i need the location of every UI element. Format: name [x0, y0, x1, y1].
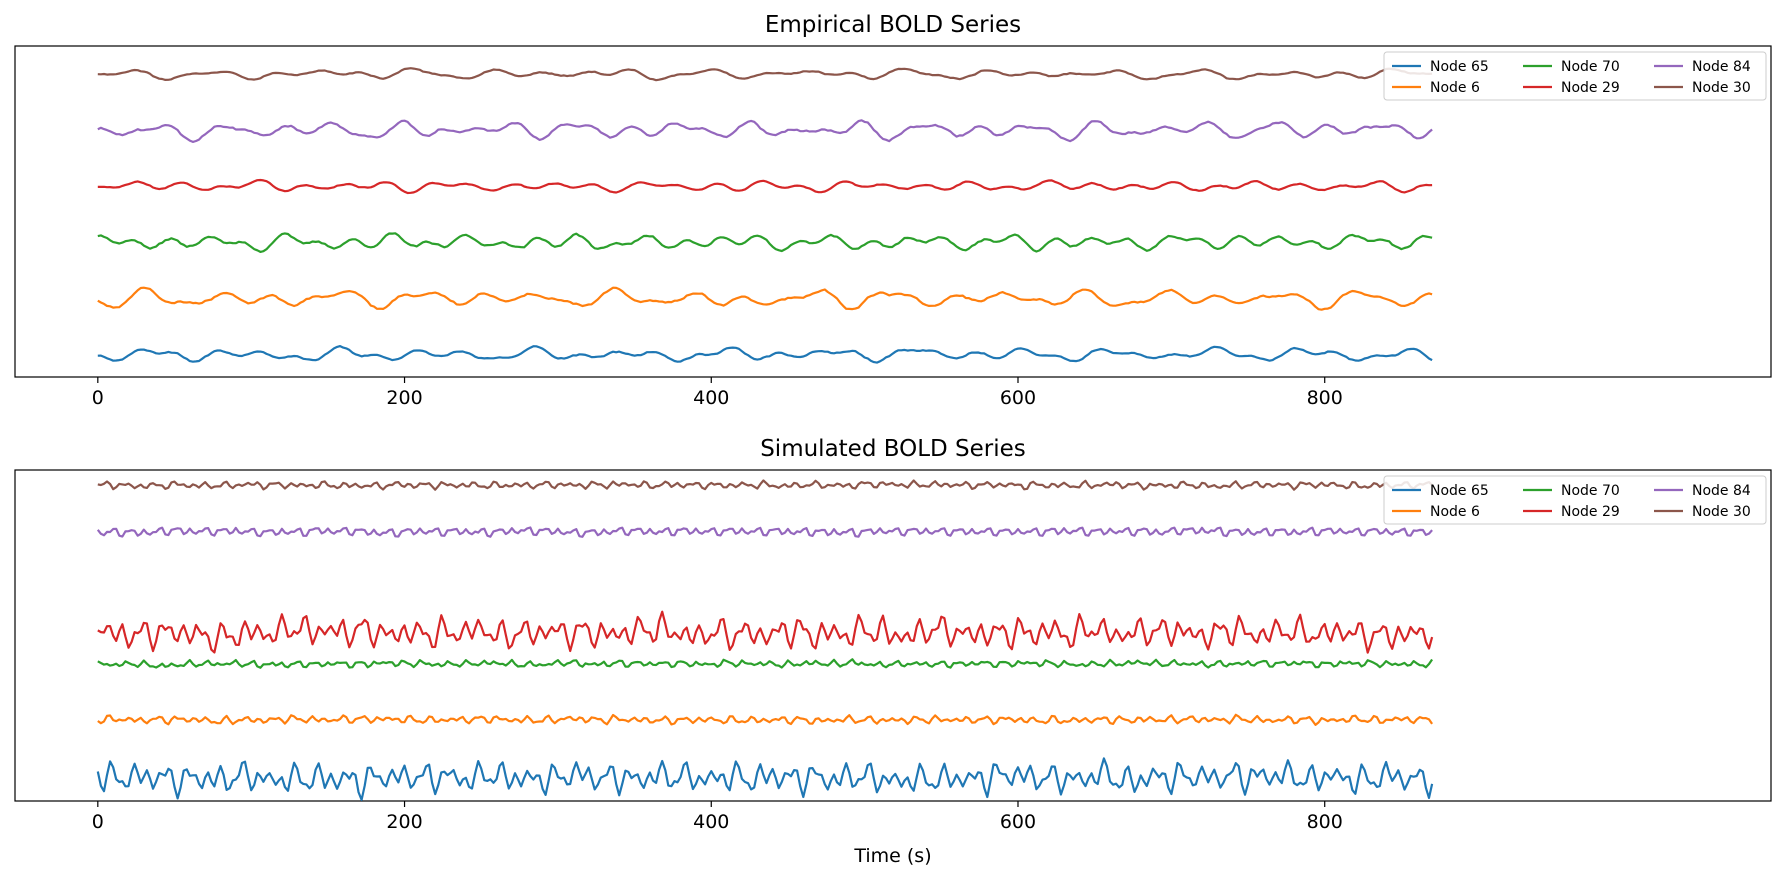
x-tick-label: 0 [92, 387, 104, 409]
x-tick-label: 200 [386, 387, 422, 409]
panel-title: Simulated BOLD Series [760, 436, 1026, 462]
series-line [97, 610, 1434, 654]
x-tick-label: 400 [693, 387, 729, 409]
series-line [97, 286, 1433, 311]
series-line [96, 757, 1434, 801]
series-line [97, 119, 1433, 143]
x-tick-label: 600 [1000, 811, 1036, 833]
series-line [97, 479, 1433, 491]
legend-label: Node 65 [1430, 59, 1489, 75]
x-tick-label: 400 [693, 811, 729, 833]
series-line [97, 178, 1433, 195]
x-tick-label: 800 [1307, 811, 1343, 833]
legend-label: Node 29 [1561, 504, 1620, 520]
panel-title: Empirical BOLD Series [765, 12, 1021, 38]
legend-label: Node 6 [1430, 80, 1480, 96]
legend-label: Node 30 [1692, 80, 1751, 96]
series-line [96, 526, 1433, 538]
simulated-panel: Simulated BOLD Series 0 200 400 600 800 Node… [14, 436, 1772, 833]
legend-label: Node 65 [1430, 483, 1489, 499]
x-tick-label: 200 [386, 811, 422, 833]
legend-label: Node 70 [1561, 483, 1620, 499]
empirical-panel: Empirical BOLD Series 0 200 400 600 800 Node… [14, 12, 1772, 409]
series-line [97, 67, 1433, 82]
series-line [97, 658, 1434, 669]
plot-frame [14, 45, 1772, 378]
series-lines [96, 479, 1434, 801]
legend-label: Node 84 [1692, 483, 1751, 499]
x-axis-label: Time (s) [853, 845, 931, 867]
x-axis: 0 200 400 600 800 [92, 377, 1343, 409]
legend: Node 65 Node 6 Node 70 Node 29 Node 84 Node 3… [1383, 475, 1767, 525]
x-tick-label: 0 [92, 811, 104, 833]
legend-label: Node 84 [1692, 59, 1751, 75]
series-lines [97, 67, 1433, 364]
legend-label: Node 30 [1692, 504, 1751, 520]
series-line [97, 345, 1433, 364]
legend-label: Node 70 [1561, 59, 1620, 75]
x-tick-label: 600 [1000, 387, 1036, 409]
legend: Node 65 Node 6 Node 70 Node 29 Node 84 Node 3… [1383, 51, 1767, 101]
legend-label: Node 29 [1561, 80, 1620, 96]
series-line [97, 232, 1433, 253]
series-line [97, 713, 1434, 726]
plot-frame [14, 469, 1772, 802]
x-axis: 0 200 400 600 800 [92, 801, 1343, 833]
legend-label: Node 6 [1430, 504, 1480, 520]
x-tick-label: 800 [1307, 387, 1343, 409]
